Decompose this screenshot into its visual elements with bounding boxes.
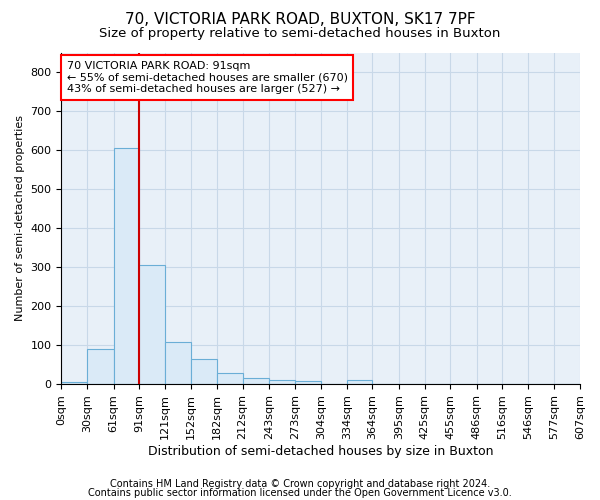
X-axis label: Distribution of semi-detached houses by size in Buxton: Distribution of semi-detached houses by … <box>148 444 493 458</box>
Y-axis label: Number of semi-detached properties: Number of semi-detached properties <box>15 116 25 322</box>
Bar <box>165 342 191 384</box>
Bar <box>217 374 242 384</box>
Text: Contains HM Land Registry data © Crown copyright and database right 2024.: Contains HM Land Registry data © Crown c… <box>110 479 490 489</box>
Bar <box>61 382 87 384</box>
Text: Contains public sector information licensed under the Open Government Licence v3: Contains public sector information licen… <box>88 488 512 498</box>
Bar <box>242 378 269 384</box>
Text: 70 VICTORIA PARK ROAD: 91sqm
← 55% of semi-detached houses are smaller (670)
43%: 70 VICTORIA PARK ROAD: 91sqm ← 55% of se… <box>67 61 347 94</box>
Text: 70, VICTORIA PARK ROAD, BUXTON, SK17 7PF: 70, VICTORIA PARK ROAD, BUXTON, SK17 7PF <box>125 12 475 28</box>
Bar <box>191 359 217 384</box>
Bar <box>113 148 139 384</box>
Text: Size of property relative to semi-detached houses in Buxton: Size of property relative to semi-detach… <box>100 28 500 40</box>
Bar <box>87 349 113 384</box>
Bar <box>269 380 295 384</box>
Bar <box>295 381 321 384</box>
Bar <box>139 265 165 384</box>
Bar <box>347 380 373 384</box>
